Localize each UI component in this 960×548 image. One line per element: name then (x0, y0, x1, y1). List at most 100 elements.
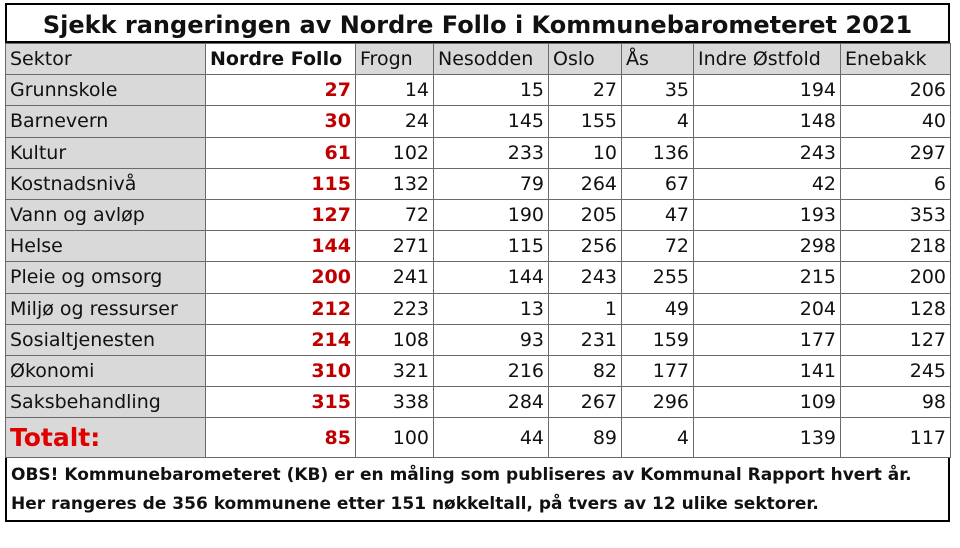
rank-cell: 205 (548, 198, 622, 232)
nordre-follo-rank-cell: 30 (205, 105, 356, 138)
table-row: Helse 144 271 115 256 72 298 218 (5, 230, 951, 263)
rank-cell: 1 (548, 292, 622, 325)
rank-cell: 218 (840, 230, 951, 263)
nordre-follo-rank-cell: 310 (205, 354, 356, 388)
rank-cell: 298 (693, 230, 841, 263)
rank-cell: 72 (355, 198, 434, 232)
rank-cell: 4 (621, 417, 694, 459)
rank-cell: 40 (840, 105, 951, 138)
nordre-follo-rank-cell: 214 (205, 323, 356, 356)
rank-cell: 6 (840, 167, 951, 200)
rank-cell: 255 (621, 261, 694, 294)
sector-cell: Sosialtjenesten (5, 323, 206, 356)
column-header: Frogn (355, 42, 434, 76)
rank-cell: 223 (355, 292, 434, 325)
sector-cell: Miljø og ressurser (5, 292, 206, 325)
rank-cell: 159 (621, 323, 694, 356)
sector-cell: Grunnskole (5, 74, 206, 107)
column-header: Enebakk (840, 42, 951, 76)
sector-cell: Pleie og omsorg (5, 261, 206, 294)
sector-cell: Kostnadsnivå (5, 167, 206, 200)
sector-cell: Saksbehandling (5, 386, 206, 419)
rank-cell: 264 (548, 167, 622, 200)
rank-cell: 67 (621, 167, 694, 200)
rank-cell: 42 (693, 167, 841, 200)
ranking-table: Sektor Nordre Follo Frogn Nesodden Oslo Ås Ind… (5, 42, 951, 459)
rank-cell: 109 (693, 386, 841, 419)
rank-cell: 24 (355, 105, 434, 138)
rank-cell: 216 (433, 354, 549, 388)
note-line: Her rangeres de 356 kommunene etter 151 … (11, 494, 819, 515)
rank-cell: 353 (840, 198, 951, 232)
rank-cell: 155 (548, 105, 622, 138)
rank-cell: 108 (355, 323, 434, 356)
nordre-follo-rank-cell: 212 (205, 292, 356, 325)
rank-cell: 100 (355, 417, 434, 459)
total-row: Totalt: 85 100 44 89 4 139 117 (5, 417, 951, 459)
rank-cell: 14 (355, 74, 434, 107)
rank-cell: 297 (840, 136, 951, 169)
rank-cell: 233 (433, 136, 549, 169)
rank-cell: 200 (840, 261, 951, 294)
sector-cell: Kultur (5, 136, 206, 169)
rank-cell: 128 (840, 292, 951, 325)
rank-cell: 79 (433, 167, 549, 200)
total-label: Totalt: (5, 417, 206, 459)
rank-cell: 10 (548, 136, 622, 169)
rank-cell: 141 (693, 354, 841, 388)
rank-cell: 132 (355, 167, 434, 200)
rank-cell: 44 (433, 417, 549, 459)
rank-cell: 215 (693, 261, 841, 294)
table-row: Økonomi 310 321 216 82 177 141 245 (5, 354, 951, 388)
table-row: Vann og avløp 127 72 190 205 47 193 353 (5, 198, 951, 232)
rank-cell: 243 (693, 136, 841, 169)
rank-cell: 139 (693, 417, 841, 459)
rank-cell: 117 (840, 417, 951, 459)
rank-cell: 27 (548, 74, 622, 107)
nordre-follo-rank-cell: 27 (205, 74, 356, 107)
table-row: Barnevern 30 24 145 155 4 148 40 (5, 105, 951, 138)
rank-cell: 49 (621, 292, 694, 325)
rank-cell: 177 (621, 354, 694, 388)
rank-cell: 194 (693, 74, 841, 107)
table-row: Sosialtjenesten 214 108 93 231 159 177 127 (5, 323, 951, 356)
rank-cell: 177 (693, 323, 841, 356)
rank-cell: 321 (355, 354, 434, 388)
table-row: Pleie og omsorg 200 241 144 243 255 215 200 (5, 261, 951, 294)
nordre-follo-rank-cell: 127 (205, 198, 356, 232)
rank-cell: 271 (355, 230, 434, 263)
rank-cell: 72 (621, 230, 694, 263)
sector-cell: Økonomi (5, 354, 206, 388)
rank-cell: 145 (433, 105, 549, 138)
nordre-follo-rank-cell: 144 (205, 230, 356, 263)
rank-cell: 15 (433, 74, 549, 107)
column-header: Indre Østfold (693, 42, 841, 76)
rank-cell: 245 (840, 354, 951, 388)
rank-cell: 243 (548, 261, 622, 294)
rank-cell: 98 (840, 386, 951, 419)
column-header: Sektor (5, 42, 206, 76)
nordre-follo-rank-cell: 85 (205, 417, 356, 459)
table-row: Grunnskole 27 14 15 27 35 194 206 (5, 74, 951, 107)
rank-cell: 256 (548, 230, 622, 263)
rank-cell: 296 (621, 386, 694, 419)
rank-cell: 206 (840, 74, 951, 107)
rank-cell: 284 (433, 386, 549, 419)
rank-cell: 267 (548, 386, 622, 419)
column-header: Oslo (548, 42, 622, 76)
sector-cell: Vann og avløp (5, 198, 206, 232)
rank-cell: 144 (433, 261, 549, 294)
rank-cell: 193 (693, 198, 841, 232)
rank-cell: 82 (548, 354, 622, 388)
column-header: Nordre Follo (205, 42, 356, 76)
header-row: Sektor Nordre Follo Frogn Nesodden Oslo Ås Ind… (5, 42, 951, 76)
rank-cell: 35 (621, 74, 694, 107)
nordre-follo-rank-cell: 315 (205, 386, 356, 419)
sheet-title: Sjekk rangeringen av Nordre Follo i Komm… (5, 3, 950, 43)
sector-cell: Helse (5, 230, 206, 263)
ranking-sheet: Sjekk rangeringen av Nordre Follo i Komm… (5, 3, 951, 543)
rank-cell: 115 (433, 230, 549, 263)
table-row: Saksbehandling 315 338 284 267 296 109 98 (5, 386, 951, 419)
nordre-follo-rank-cell: 115 (205, 167, 356, 200)
table-row: Kostnadsnivå 115 132 79 264 67 42 6 (5, 167, 951, 200)
